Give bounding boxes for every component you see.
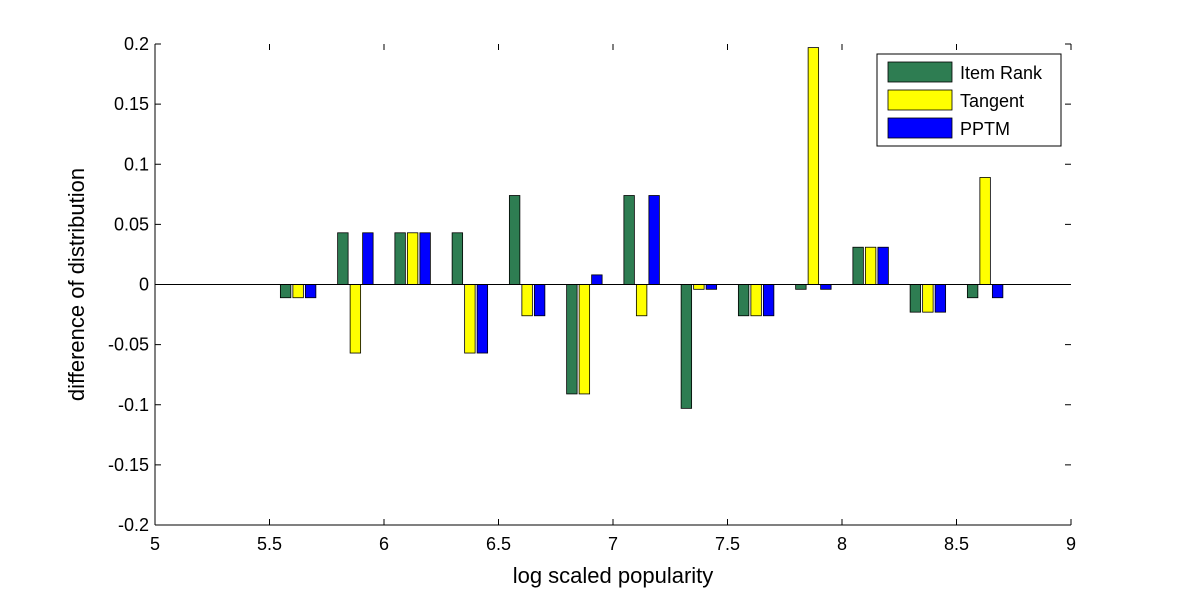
y-tick-label: 0.1 [124, 154, 149, 174]
bar-pptm-0 [304, 284, 317, 299]
bar-pptm-1 [362, 232, 374, 285]
bar-item-rank-2 [394, 232, 406, 285]
x-tick-label: 6.5 [486, 534, 511, 554]
bar-pptm-7 [705, 284, 718, 290]
bar-item-rank-4 [508, 195, 521, 285]
y-tick-label: 0.15 [114, 94, 149, 114]
y-tick-label: 0 [139, 275, 149, 295]
bar-pptm-3 [476, 284, 489, 354]
bar-tangent-10 [864, 246, 877, 285]
legend-swatch-tangent [887, 89, 953, 111]
x-tick-label: 6 [379, 534, 389, 554]
legend-label-item-rank: Item Rank [960, 63, 1043, 83]
y-tick-label: -0.1 [118, 395, 149, 415]
x-tick-label: 8.5 [944, 534, 969, 554]
bar-tangent-1 [349, 284, 362, 354]
bar-item-rank-9 [795, 284, 807, 290]
bar-tangent-12 [979, 177, 991, 285]
bar-pptm-4 [533, 284, 546, 317]
x-tick-label: 7.5 [715, 534, 740, 554]
bar-item-rank-11 [909, 284, 922, 313]
bar-item-rank-0 [279, 284, 292, 299]
bar-item-rank-8 [737, 284, 750, 317]
bar-item-rank-7 [680, 284, 693, 409]
bar-pptm-6 [648, 195, 660, 285]
y-tick-label: -0.05 [108, 335, 149, 355]
bar-pptm-2 [419, 232, 431, 285]
x-tick-label: 8 [837, 534, 847, 554]
bar-pptm-11 [934, 284, 947, 313]
bar-item-rank-6 [623, 195, 635, 285]
legend-swatch-pptm [887, 117, 953, 139]
legend-swatch-item-rank [887, 61, 953, 83]
bar-tangent-6 [635, 284, 648, 317]
bar-tangent-8 [750, 284, 762, 317]
x-tick-label: 9 [1066, 534, 1076, 554]
y-tick-label: 0.2 [124, 34, 149, 54]
legend: Item Rank Tangent PPTM [876, 53, 1062, 147]
bar-item-rank-3 [451, 232, 464, 285]
x-tick-label: 5 [150, 534, 160, 554]
x-axis-label: log scaled popularity [513, 563, 714, 588]
bar-tangent-5 [578, 284, 591, 395]
bar-tangent-11 [922, 284, 934, 313]
legend-label-pptm: PPTM [960, 119, 1010, 139]
y-tick-label: -0.2 [118, 515, 149, 535]
bar-item-rank-10 [852, 246, 864, 285]
y-ticks-group: -0.2 -0.15 -0.1 -0.05 0 0.05 0.1 0.15 0.2 [108, 34, 1071, 535]
bars-group [279, 47, 1004, 409]
x-tick-label: 7 [608, 534, 618, 554]
bar-tangent-2 [406, 232, 419, 285]
bar-pptm-9 [820, 284, 832, 290]
bar-item-rank-12 [966, 284, 979, 299]
bar-item-rank-1 [337, 232, 349, 285]
bar-pptm-10 [877, 246, 889, 285]
bar-tangent-9 [807, 47, 820, 285]
bar-tangent-7 [693, 284, 705, 290]
bar-tangent-3 [464, 284, 476, 354]
bar-tangent-0 [292, 284, 304, 299]
x-ticks-group: 5 5.5 6 6.5 7 7.5 8 8.5 9 [150, 44, 1076, 554]
bar-tangent-4 [521, 284, 533, 317]
x-tick-label: 5.5 [257, 534, 282, 554]
y-tick-label: -0.15 [108, 455, 149, 475]
bar-item-rank-5 [566, 284, 578, 395]
legend-label-tangent: Tangent [960, 91, 1024, 111]
bar-pptm-8 [762, 284, 775, 317]
y-axis-label: difference of distribution [64, 168, 89, 401]
bar-pptm-12 [991, 284, 1004, 299]
bar-pptm-5 [591, 274, 603, 285]
y-tick-label: 0.05 [114, 214, 149, 234]
